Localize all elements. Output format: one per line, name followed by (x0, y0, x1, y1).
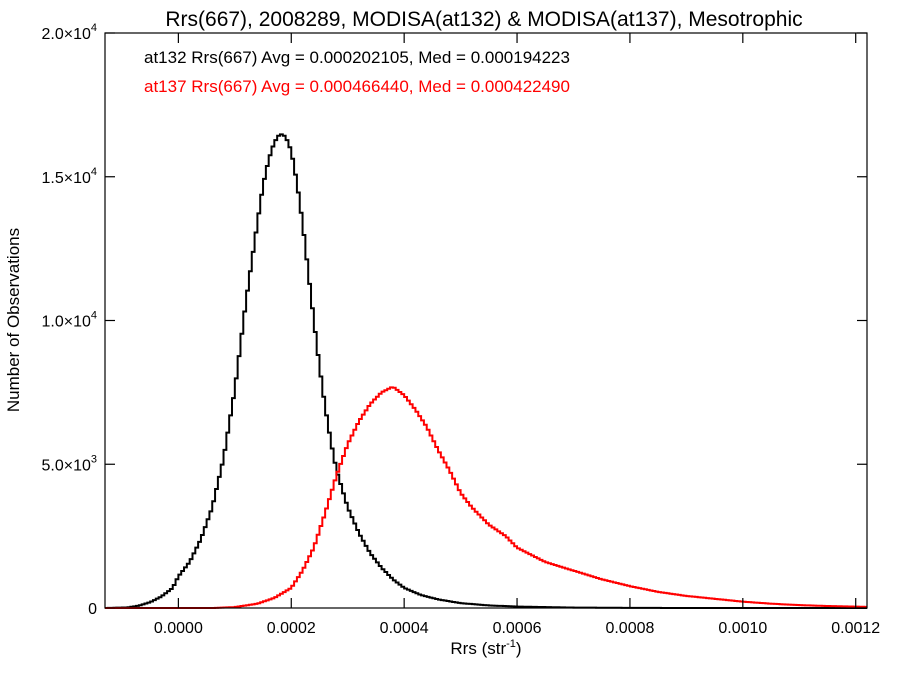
x-tick-label: 0.0004 (380, 620, 429, 637)
y-tick-label-text: 1.0×10 (41, 314, 90, 331)
y-axis-label: Number of Observations (4, 228, 23, 412)
y-tick-label-text: 0 (88, 601, 97, 618)
x-axis-label: Rrs (str-1) (450, 638, 521, 658)
y-tick-exponent: 4 (91, 310, 97, 322)
y-tick-label: 0 (88, 601, 97, 618)
y-tick-label: 2.0×104 (41, 22, 97, 43)
chart-title: Rrs(667), 2008289, MODISA(at132) & MODIS… (165, 8, 802, 31)
y-tick-label: 1.5×104 (41, 166, 97, 187)
y-tick-label-text: 5.0×10 (41, 457, 90, 474)
x-tick-label: 0.0000 (154, 620, 203, 637)
x-tick-label: 0.0012 (831, 620, 880, 637)
x-axis-label-text: Rrs (str (450, 639, 506, 658)
y-tick-label-text: 2.0×10 (41, 26, 90, 43)
x-tick-label: 0.0006 (493, 620, 542, 637)
y-tick-label-text: 1.5×10 (41, 170, 90, 187)
x-tick-label: 0.0002 (267, 620, 316, 637)
x-tick-label: 0.0010 (718, 620, 767, 637)
series-at137-line (105, 386, 867, 609)
series-at132-line (105, 133, 867, 609)
y-tick-exponent: 4 (91, 166, 97, 178)
x-axis-label-close: ) (516, 639, 522, 658)
y-tick-exponent: 3 (91, 453, 97, 465)
legend-at132: at132 Rrs(667) Avg = 0.000202105, Med = … (144, 48, 570, 67)
x-axis-label-superscript: -1 (506, 638, 516, 650)
y-tick-label: 5.0×103 (41, 453, 97, 474)
y-tick-label: 1.0×104 (41, 310, 97, 331)
legend-at137: at137 Rrs(667) Avg = 0.000466440, Med = … (144, 77, 570, 96)
x-tick-label: 0.0008 (605, 620, 654, 637)
series-layer (105, 133, 867, 609)
x-axis: 0.0000 0.0002 0.0004 0.0006 0.0008 0.0010 0.00… (154, 33, 880, 637)
y-tick-exponent: 4 (91, 22, 97, 34)
